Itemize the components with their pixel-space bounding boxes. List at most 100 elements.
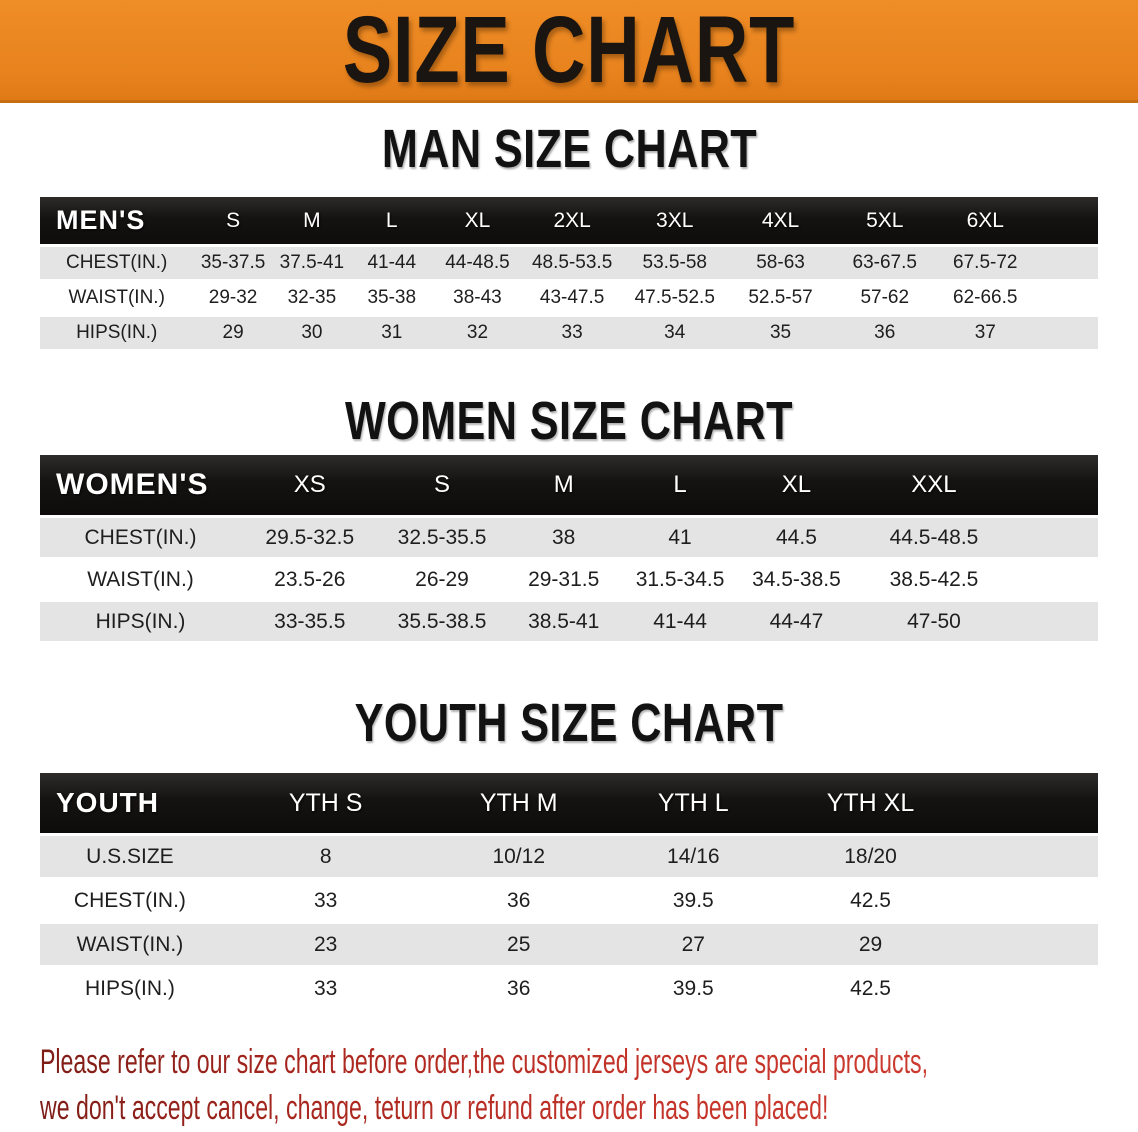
- table-cell: 41: [621, 515, 739, 557]
- table-cell: 29-31.5: [505, 557, 622, 599]
- women-section-heading-text: WOMEN SIZE CHART: [344, 391, 793, 451]
- cell-filler: [960, 833, 1098, 877]
- table-row: HIPS(IN.) 33 36 39.5 42.5: [40, 965, 1098, 1009]
- column-filler: [1013, 455, 1098, 515]
- table-cell: 29-32: [193, 279, 273, 314]
- table-cell: 57-62: [833, 279, 937, 314]
- table-cell: 39.5: [606, 965, 781, 1009]
- table-cell: 35.5-38.5: [378, 599, 506, 641]
- table-cell: 41-44: [351, 244, 433, 279]
- table-cell: 32.5-35.5: [378, 515, 506, 557]
- table-cell: 35-37.5: [193, 244, 273, 279]
- table-cell: 37: [936, 314, 1035, 349]
- column-header: YTH M: [431, 773, 607, 833]
- disclaimer: Please refer to our size chart before or…: [0, 1039, 1138, 1131]
- table-cell: 29: [780, 921, 961, 965]
- table-cell: 53.5-58: [621, 244, 728, 279]
- table-row: WAIST(IN.) 23 25 27 29: [40, 921, 1098, 965]
- table-cell: 26-29: [378, 557, 506, 599]
- table-cell: 10/12: [431, 833, 607, 877]
- table-cell: 23: [219, 921, 432, 965]
- men-size-chart-section: MAN SIZE CHART MEN'S S M L XL 2XL 3XL 4XL 5XL 6XL…: [0, 121, 1138, 349]
- table-cell: 29: [193, 314, 273, 349]
- table-row: WAIST(IN.) 23.5-26 26-29 29-31.5 31.5-34.5 34…: [40, 557, 1098, 599]
- column-header: S: [193, 197, 273, 244]
- table-cell: 36: [833, 314, 937, 349]
- table-cell: 44-48.5: [432, 244, 523, 279]
- row-label: CHEST(IN.): [40, 244, 194, 279]
- column-header: XL: [432, 197, 523, 244]
- table-cell: 31.5-34.5: [621, 557, 739, 599]
- table-cell: 42.5: [780, 877, 961, 921]
- table-cell: 29.5-32.5: [241, 515, 379, 557]
- disclaimer-line-2: we don't accept cancel, change, teturn o…: [40, 1085, 1098, 1131]
- table-cell: 38-43: [432, 279, 523, 314]
- men-section-heading: MAN SIZE CHART: [0, 121, 1138, 177]
- row-label: U.S.SIZE: [40, 833, 220, 877]
- table-header-row: YOUTH YTH S YTH M YTH L YTH XL: [40, 773, 1098, 833]
- table-cell: 41-44: [621, 599, 739, 641]
- table-cell: 33: [219, 877, 432, 921]
- table-cell: 8: [219, 833, 432, 877]
- row-label: HIPS(IN.): [40, 314, 194, 349]
- men-section-heading-text: MAN SIZE CHART: [381, 119, 757, 179]
- cell-filler: [1034, 244, 1098, 279]
- table-cell: 37.5-41: [272, 244, 352, 279]
- cell-filler: [960, 965, 1098, 1009]
- table-cell: 44.5: [738, 515, 855, 557]
- column-header: 3XL: [621, 197, 728, 244]
- table-header-row: MEN'S S M L XL 2XL 3XL 4XL 5XL 6XL: [40, 197, 1098, 244]
- row-label: WAIST(IN.): [40, 279, 194, 314]
- column-header: YTH S: [219, 773, 432, 833]
- table-cell: 44.5-48.5: [854, 515, 1014, 557]
- women-size-chart-section: WOMEN SIZE CHART WOMEN'S XS S M L XL XXL CHEST(…: [0, 393, 1138, 641]
- youth-section-heading-text: YOUTH SIZE CHART: [354, 693, 784, 753]
- cell-filler: [960, 921, 1098, 965]
- size-chart-banner: SIZE CHART: [0, 0, 1138, 103]
- table-cell: 62-66.5: [936, 279, 1035, 314]
- table-cell: 32: [432, 314, 523, 349]
- table-cell: 43-47.5: [522, 279, 622, 314]
- column-header: XS: [241, 455, 379, 515]
- table-cell: 38.5-42.5: [854, 557, 1014, 599]
- table-row: HIPS(IN.) 29 30 31 32 33 34 35 36 37: [40, 314, 1098, 349]
- table-row: CHEST(IN.) 33 36 39.5 42.5: [40, 877, 1098, 921]
- table-cell: 23.5-26: [241, 557, 379, 599]
- banner-title: SIZE CHART: [279, 0, 859, 100]
- table-cell: 47.5-52.5: [621, 279, 728, 314]
- table-corner-label: WOMEN'S: [40, 455, 242, 515]
- banner-title-text: SIZE CHART: [342, 0, 796, 103]
- table-cell: 67.5-72: [936, 244, 1035, 279]
- women-section-heading: WOMEN SIZE CHART: [0, 393, 1138, 449]
- youth-size-table: YOUTH YTH S YTH M YTH L YTH XL U.S.SIZE 8 10/12…: [40, 773, 1098, 1009]
- table-cell: 52.5-57: [727, 279, 834, 314]
- table-cell: 34: [621, 314, 728, 349]
- table-cell: 30: [272, 314, 352, 349]
- table-cell: 38.5-41: [505, 599, 622, 641]
- cell-filler: [1013, 515, 1098, 557]
- column-header: 5XL: [833, 197, 937, 244]
- row-label: HIPS(IN.): [40, 599, 242, 641]
- column-filler: [1034, 197, 1098, 244]
- table-cell: 58-63: [727, 244, 834, 279]
- cell-filler: [1034, 314, 1098, 349]
- table-cell: 33: [219, 965, 432, 1009]
- row-label: WAIST(IN.): [40, 921, 220, 965]
- table-cell: 48.5-53.5: [522, 244, 622, 279]
- column-header: S: [378, 455, 506, 515]
- column-header: 4XL: [727, 197, 834, 244]
- youth-section-heading: YOUTH SIZE CHART: [0, 695, 1138, 751]
- table-cell: 34.5-38.5: [738, 557, 855, 599]
- column-header: YTH XL: [780, 773, 961, 833]
- table-cell: 14/16: [606, 833, 781, 877]
- table-cell: 38: [505, 515, 622, 557]
- table-corner-label: YOUTH: [40, 773, 220, 833]
- cell-filler: [1034, 279, 1098, 314]
- column-header: M: [272, 197, 352, 244]
- column-header: XXL: [854, 455, 1014, 515]
- table-cell: 35-38: [351, 279, 433, 314]
- table-cell: 36: [431, 877, 607, 921]
- table-cell: 27: [606, 921, 781, 965]
- table-row: CHEST(IN.) 35-37.5 37.5-41 41-44 44-48.5 48.5…: [40, 244, 1098, 279]
- column-header: 2XL: [522, 197, 622, 244]
